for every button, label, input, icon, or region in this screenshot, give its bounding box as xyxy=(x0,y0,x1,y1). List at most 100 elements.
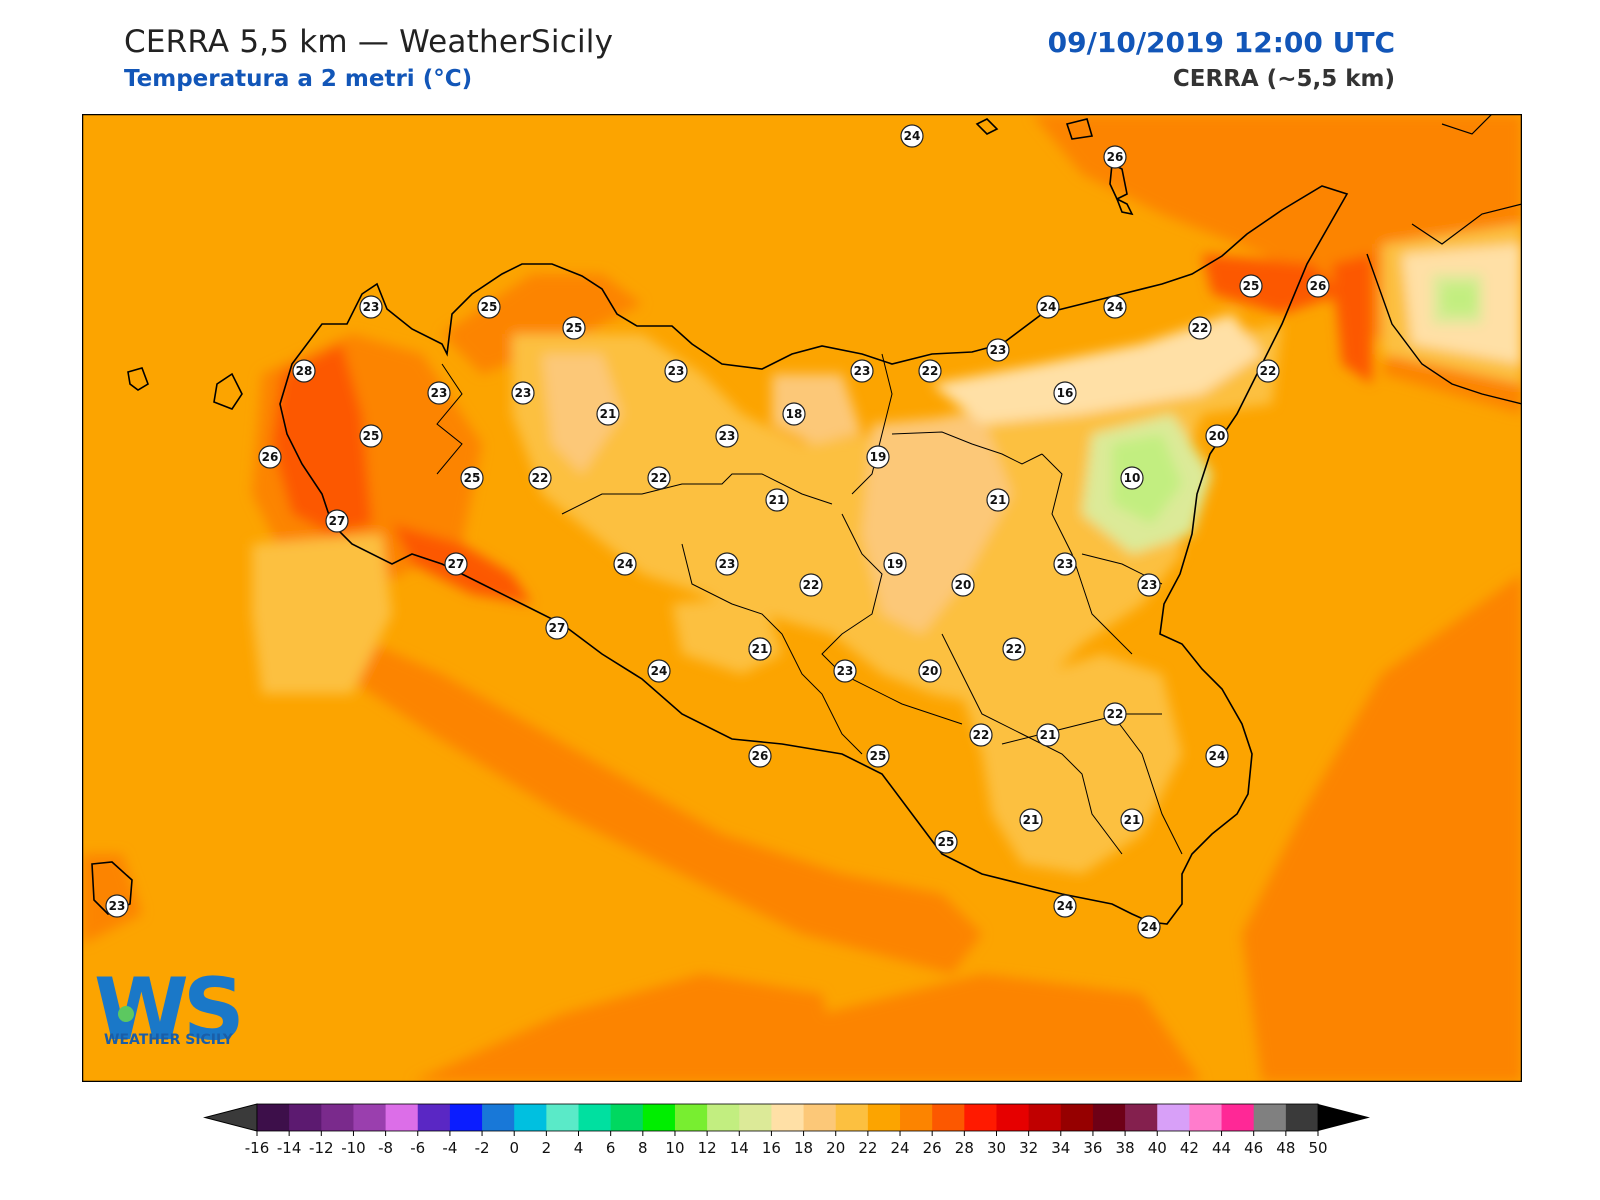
station-marker: 19 xyxy=(883,552,907,576)
station-circle xyxy=(1103,295,1127,319)
station-marker: 27 xyxy=(325,509,349,533)
colorbar-cell xyxy=(482,1104,515,1131)
station-marker: 23 xyxy=(715,424,739,448)
temperature-field xyxy=(82,114,1522,1082)
station-circle xyxy=(460,466,484,490)
station-marker: 24 xyxy=(1103,295,1127,319)
station-value: 26 xyxy=(1310,279,1327,293)
colorbar-cell xyxy=(449,1104,483,1131)
station-circle xyxy=(562,316,586,340)
station-circle xyxy=(511,381,535,405)
station-marker: 21 xyxy=(748,637,772,661)
colorbar-cell xyxy=(1060,1104,1094,1131)
station-circle xyxy=(1002,637,1026,661)
station-circle xyxy=(715,552,739,576)
station-circle xyxy=(292,359,316,383)
map-title: CERRA 5,5 km — WeatherSicily xyxy=(124,24,614,60)
station-value: 25 xyxy=(481,300,498,314)
station-marker: 23 xyxy=(715,552,739,576)
colorbar-tick-label: 24 xyxy=(890,1139,909,1157)
colorbar-tick-label: 12 xyxy=(698,1139,717,1157)
station-circle xyxy=(444,552,468,576)
station-value: 22 xyxy=(973,728,990,742)
colorbar-tick-label: 32 xyxy=(1019,1139,1038,1157)
station-circle xyxy=(258,445,282,469)
station-value: 23 xyxy=(363,300,380,314)
station-circle xyxy=(1120,808,1144,832)
station-circle xyxy=(427,381,451,405)
station-value: 19 xyxy=(887,557,904,571)
station-marker: 21 xyxy=(765,488,789,512)
station-value: 26 xyxy=(262,450,279,464)
station-value: 23 xyxy=(1057,557,1074,571)
station-marker: 26 xyxy=(748,744,772,768)
station-circle xyxy=(613,552,637,576)
station-value: 22 xyxy=(1192,321,1209,335)
station-circle xyxy=(748,637,772,661)
colorbar-tick-label: -10 xyxy=(341,1139,366,1157)
station-value: 16 xyxy=(1057,386,1074,400)
colorbar-tick-label: 8 xyxy=(638,1139,648,1157)
station-value: 25 xyxy=(464,471,481,485)
colorbar-cell xyxy=(964,1104,997,1131)
station-value: 21 xyxy=(990,493,1007,507)
station-circle xyxy=(715,424,739,448)
station-value: 21 xyxy=(1040,728,1057,742)
colorbar-cell xyxy=(867,1104,901,1131)
colorbar-cell xyxy=(1189,1104,1223,1131)
colorbar-tick-label: 10 xyxy=(665,1139,684,1157)
station-marker: 25 xyxy=(460,466,484,490)
colorbar-cell xyxy=(417,1104,451,1131)
station-circle xyxy=(1053,381,1077,405)
station-value: 27 xyxy=(329,514,346,528)
colorbar-tick-label: 38 xyxy=(1116,1139,1135,1157)
station-value: 21 xyxy=(769,493,786,507)
station-value: 24 xyxy=(904,129,921,143)
station-circle xyxy=(647,659,671,683)
station-marker: 25 xyxy=(934,830,958,854)
colorbar-max-arrow xyxy=(1318,1104,1370,1131)
station-circle xyxy=(934,830,958,854)
station-circle xyxy=(765,488,789,512)
station-marker: 21 xyxy=(1019,808,1043,832)
colorbar-tick-label: 28 xyxy=(955,1139,974,1157)
station-circle xyxy=(799,573,823,597)
station-marker: 21 xyxy=(1036,723,1060,747)
station-value: 23 xyxy=(837,664,854,678)
station-circle xyxy=(1036,295,1060,319)
station-marker: 24 xyxy=(1053,894,1077,918)
station-value: 27 xyxy=(448,557,465,571)
station-value: 23 xyxy=(109,899,126,913)
colorbar-cell xyxy=(321,1104,354,1131)
colorbar-cell xyxy=(514,1104,547,1131)
station-value: 22 xyxy=(922,364,939,378)
colorbar-cell xyxy=(1285,1104,1319,1131)
station-marker: 20 xyxy=(951,573,975,597)
colorbar-cell xyxy=(257,1104,290,1131)
colorbar-cell xyxy=(353,1104,387,1131)
station-value: 23 xyxy=(990,343,1007,357)
colorbar-cell xyxy=(739,1104,772,1131)
coastline xyxy=(91,114,1522,925)
station-value: 22 xyxy=(532,471,549,485)
colorbar-tick-label: 30 xyxy=(987,1139,1006,1157)
station-marker: 27 xyxy=(444,552,468,576)
colorbar-cell xyxy=(771,1104,805,1131)
station-marker: 19 xyxy=(866,445,890,469)
colorbar-tick-label: 4 xyxy=(574,1139,584,1157)
station-marker: 22 xyxy=(1002,637,1026,661)
station-value: 21 xyxy=(1124,813,1141,827)
station-marker: 23 xyxy=(427,381,451,405)
colorbar-cell xyxy=(932,1104,965,1131)
colorbar-cell xyxy=(289,1104,322,1131)
station-value: 19 xyxy=(870,450,887,464)
colorbar-tick-label: -12 xyxy=(309,1139,334,1157)
station-marker: 24 xyxy=(613,552,637,576)
station-circle xyxy=(951,573,975,597)
colorbar-tick-label: 26 xyxy=(923,1139,942,1157)
station-circle xyxy=(918,359,942,383)
station-marker: 21 xyxy=(596,402,620,426)
colorbar-cell xyxy=(385,1104,419,1131)
station-marker: 22 xyxy=(528,466,552,490)
colorbar-tick-label: 36 xyxy=(1083,1139,1102,1157)
